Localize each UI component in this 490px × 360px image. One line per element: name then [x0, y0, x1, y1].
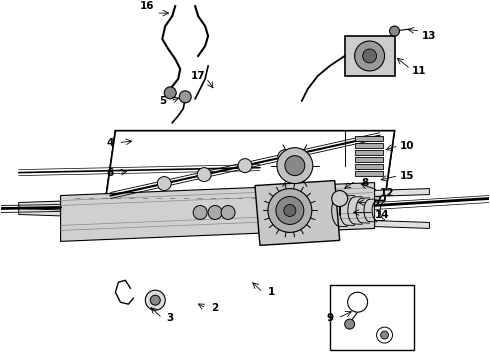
Circle shape [284, 204, 296, 216]
Polygon shape [61, 183, 374, 242]
Circle shape [355, 41, 385, 71]
Polygon shape [105, 131, 394, 201]
Text: 12: 12 [380, 188, 395, 198]
Text: 6: 6 [107, 168, 114, 177]
Circle shape [146, 290, 165, 310]
Text: 10: 10 [400, 141, 415, 151]
Text: 3: 3 [167, 313, 174, 323]
Text: 8: 8 [361, 177, 368, 188]
Circle shape [179, 91, 191, 103]
Circle shape [363, 49, 377, 63]
Circle shape [150, 295, 160, 305]
Circle shape [276, 197, 304, 224]
Bar [355, 143, 383, 148]
Text: 4: 4 [107, 138, 114, 148]
Bar [355, 136, 383, 141]
Text: 9: 9 [326, 313, 333, 323]
Circle shape [238, 159, 252, 172]
Text: 16: 16 [140, 1, 154, 11]
Circle shape [332, 190, 348, 207]
Text: 1: 1 [269, 287, 275, 297]
Text: 14: 14 [375, 211, 390, 220]
Circle shape [381, 331, 389, 339]
Bar [355, 164, 383, 168]
Text: 2: 2 [212, 303, 219, 313]
Bar [355, 171, 383, 176]
Circle shape [193, 206, 207, 220]
Circle shape [285, 156, 305, 176]
Text: 7: 7 [374, 195, 381, 206]
Bar [355, 150, 383, 155]
Circle shape [221, 206, 235, 220]
Circle shape [164, 87, 176, 99]
Circle shape [208, 206, 222, 220]
Text: 13: 13 [422, 31, 437, 41]
Text: 17: 17 [191, 71, 205, 81]
Bar [330, 285, 415, 350]
Circle shape [278, 150, 292, 164]
Text: 11: 11 [412, 66, 427, 76]
Circle shape [197, 168, 211, 181]
Polygon shape [19, 189, 429, 208]
Circle shape [348, 292, 368, 312]
Circle shape [390, 26, 399, 36]
Polygon shape [19, 208, 429, 229]
Circle shape [157, 177, 171, 190]
Circle shape [268, 189, 312, 233]
Circle shape [344, 319, 355, 329]
Text: 5: 5 [160, 96, 167, 106]
Polygon shape [105, 131, 394, 201]
Polygon shape [344, 36, 394, 76]
Bar [355, 157, 383, 162]
Circle shape [277, 148, 313, 184]
Text: 15: 15 [400, 171, 415, 181]
Circle shape [377, 327, 392, 343]
Polygon shape [255, 181, 340, 246]
